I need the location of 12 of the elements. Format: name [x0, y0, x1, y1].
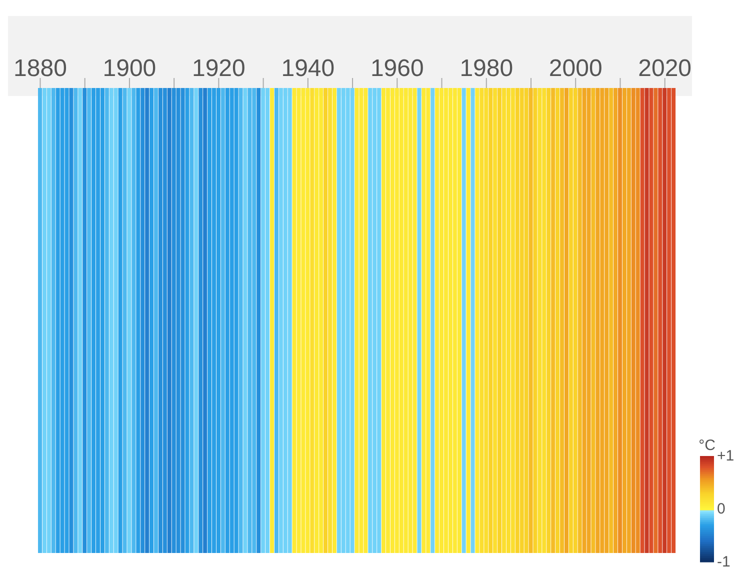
x-tick-label: 1980	[460, 55, 514, 82]
x-tick-label: 1940	[281, 55, 335, 82]
color-bar-label: +1	[717, 448, 734, 464]
x-tick-label: 2000	[548, 55, 602, 82]
x-tick-label: 1920	[192, 55, 246, 82]
x-tick-label: 1880	[14, 55, 67, 82]
color-bar-label: 0	[717, 500, 726, 518]
x-tick-label: 1900	[102, 55, 156, 82]
color-bar-title: °C	[698, 437, 716, 454]
x-tick-label: 2020	[638, 55, 692, 82]
x-tick-label: 1960	[370, 55, 424, 82]
color-bar-label: -1	[717, 554, 730, 570]
